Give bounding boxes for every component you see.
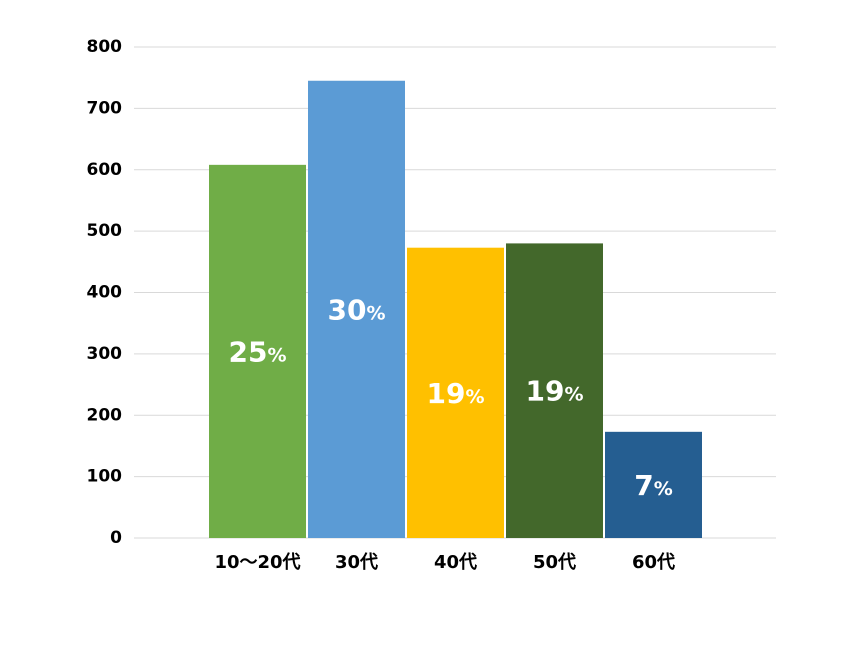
y-tick-label: 500: [87, 221, 123, 241]
bar: [605, 431, 702, 538]
y-tick-label: 700: [87, 98, 123, 118]
x-category-label: 10～20代: [214, 552, 300, 573]
y-tick-label: 400: [87, 283, 123, 303]
y-axis-tick-labels: 0 100 200 300 400 500 600 700 800: [87, 37, 123, 548]
bar-data-label: 19%: [525, 375, 583, 408]
data-label-unit: %: [267, 344, 286, 366]
bar: [308, 80, 405, 538]
x-category-label: 40代: [434, 552, 477, 573]
y-tick-label: 200: [87, 405, 123, 425]
x-category-label: 60代: [632, 552, 675, 573]
bar-data-label: 30%: [327, 293, 385, 326]
bar: [407, 247, 504, 539]
y-tick-label: 300: [87, 344, 123, 364]
bar-data-label: 25%: [228, 335, 286, 368]
data-label-value: 19: [525, 375, 564, 408]
data-label-value: 19: [426, 377, 465, 410]
bars: [209, 80, 702, 539]
y-tick-label: 0: [110, 528, 122, 548]
x-category-label: 50代: [533, 552, 576, 573]
bar: [209, 164, 306, 538]
x-axis-category-labels: 10～20代 30代 40代 50代 60代: [214, 552, 675, 573]
bar-data-label: 19%: [426, 377, 484, 410]
y-tick-label: 800: [87, 37, 123, 57]
y-tick-label: 600: [87, 160, 123, 180]
data-label-unit: %: [465, 386, 484, 408]
x-category-label: 30代: [335, 552, 378, 573]
data-label-value: 25: [228, 335, 267, 368]
data-labels: 25%30%19% 19%7%: [228, 293, 672, 502]
y-tick-label: 100: [87, 467, 123, 487]
data-label-value: 7: [634, 469, 653, 502]
data-label-unit: %: [564, 384, 583, 406]
data-label-value: 30: [327, 293, 366, 326]
data-label-unit: %: [366, 302, 385, 324]
data-label-unit: %: [654, 478, 673, 500]
bar: [506, 243, 603, 538]
bar-data-label: 7%: [634, 469, 673, 502]
